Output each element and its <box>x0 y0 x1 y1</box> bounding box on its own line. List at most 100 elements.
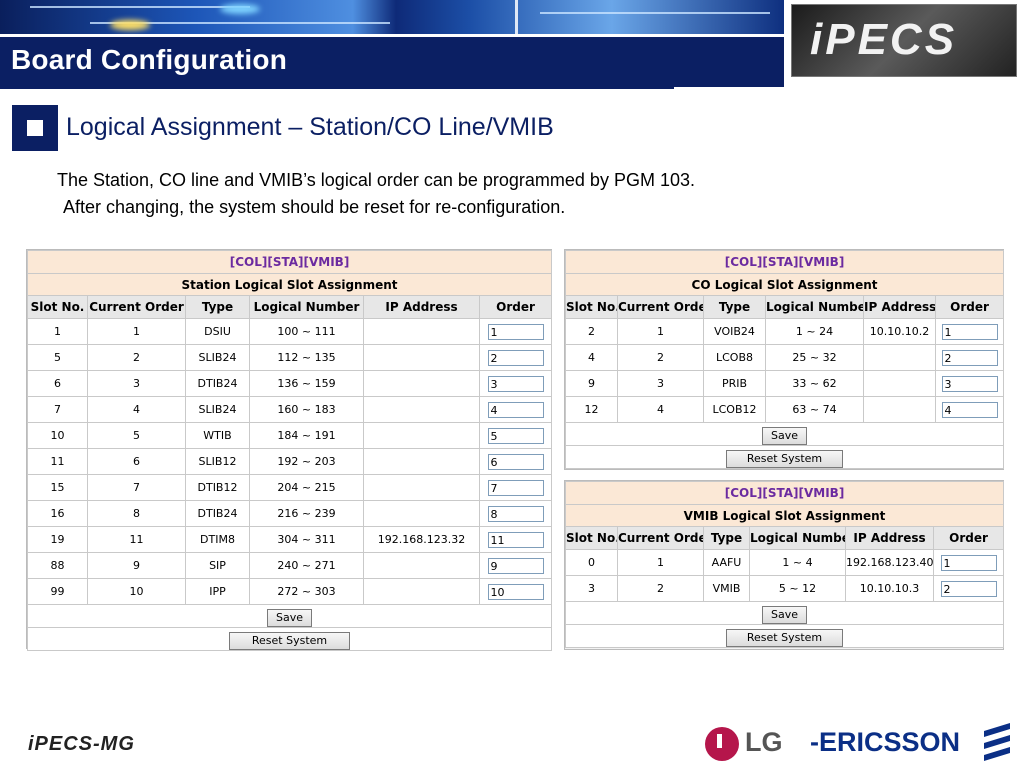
order-input[interactable]: 2 <box>487 349 544 366</box>
current-order-cell: 4 <box>617 396 704 423</box>
order-input[interactable]: 4 <box>941 401 998 418</box>
order-input[interactable]: 5 <box>487 427 544 444</box>
logical-number-cell: 25 ~ 32 <box>765 344 864 371</box>
col-header-current-order: Current Order <box>617 295 704 319</box>
type-cell: SLIB12 <box>185 448 250 475</box>
order-input[interactable]: 3 <box>941 375 998 392</box>
order-input[interactable]: 7 <box>487 479 544 496</box>
order-cell: 1 <box>934 318 1005 345</box>
slot-no-cell: 15 <box>27 474 88 501</box>
type-cell: SLIB24 <box>185 344 250 371</box>
ip-address-cell: 192.168.123.40 <box>845 549 934 576</box>
lg-logo-icon <box>705 727 739 761</box>
slot-no-cell: 5 <box>27 344 88 371</box>
type-cell: WTIB <box>185 422 250 449</box>
slot-no-cell: 16 <box>27 500 88 527</box>
station-table-title: Station Logical Slot Assignment <box>26 273 553 296</box>
type-cell: DTIB24 <box>185 500 250 527</box>
vmib-slot-table: [COL][STA][VMIB] VMIB Logical Slot Assig… <box>564 481 1005 648</box>
order-cell: 2 <box>478 344 553 371</box>
ip-address-cell <box>363 474 480 501</box>
slot-no-cell: 7 <box>27 396 88 423</box>
order-input[interactable]: 2 <box>940 580 997 597</box>
table-row: 16 8 DTIB24 216 ~ 239 8 <box>27 500 553 527</box>
lg-logo-text: LG <box>745 727 783 757</box>
co-tab-links[interactable]: [COL][STA][VMIB] <box>564 250 1005 274</box>
vmib-table-title: VMIB Logical Slot Assignment <box>564 504 1005 527</box>
slot-no-cell: 11 <box>27 448 88 475</box>
col-header-logical-number: Logical Number <box>765 295 864 319</box>
current-order-cell: 1 <box>617 549 704 576</box>
logical-number-cell: 304 ~ 311 <box>249 526 364 553</box>
title-underline <box>0 87 674 89</box>
order-input[interactable]: 3 <box>487 375 544 392</box>
vmib-reset-system-button[interactable]: Reset System <box>725 628 844 647</box>
slot-no-cell: 9 <box>565 370 618 397</box>
ipecs-logo: iPECS <box>786 0 1020 80</box>
type-cell: DTIB12 <box>185 474 250 501</box>
table-row: 9 3 PRIB 33 ~ 62 3 <box>565 370 1005 397</box>
vmib-tab-links[interactable]: [COL][STA][VMIB] <box>564 481 1005 505</box>
slot-no-cell: 4 <box>565 344 618 371</box>
order-input[interactable]: 9 <box>487 557 544 574</box>
station-slot-panel: [COL][STA][VMIB] Station Logical Slot As… <box>26 249 553 651</box>
logical-number-cell: 1 ~ 4 <box>749 549 846 576</box>
current-order-cell: 7 <box>87 474 186 501</box>
station-tab-links[interactable]: [COL][STA][VMIB] <box>26 250 553 274</box>
slot-no-cell: 1 <box>27 318 88 345</box>
type-cell: AAFU <box>703 549 750 576</box>
order-input[interactable]: 1 <box>487 323 544 340</box>
order-input[interactable]: 4 <box>487 401 544 418</box>
slot-no-cell: 0 <box>565 549 618 576</box>
co-table-title: CO Logical Slot Assignment <box>564 273 1005 296</box>
slot-no-cell: 88 <box>27 552 88 579</box>
current-order-cell: 1 <box>87 318 186 345</box>
station-reset-system-button[interactable]: Reset System <box>228 631 351 650</box>
co-reset-system-button[interactable]: Reset System <box>725 449 844 468</box>
order-input[interactable]: 6 <box>487 453 544 470</box>
table-row: 19 11 DTIM8 304 ~ 311 192.168.123.32 11 <box>27 526 553 553</box>
order-cell: 11 <box>478 526 553 553</box>
slot-no-cell: 12 <box>565 396 618 423</box>
station-save-button[interactable]: Save <box>267 608 313 627</box>
ip-address-cell <box>363 552 480 579</box>
slot-no-cell: 6 <box>27 370 88 397</box>
order-cell: 2 <box>934 344 1005 371</box>
type-cell: SIP <box>185 552 250 579</box>
col-header-ip-address: IP Address <box>363 295 480 319</box>
type-cell: DTIM8 <box>185 526 250 553</box>
logical-number-cell: 160 ~ 183 <box>249 396 364 423</box>
order-input[interactable]: 1 <box>940 554 997 571</box>
vmib-save-button[interactable]: Save <box>762 605 808 624</box>
ip-address-cell: 192.168.123.32 <box>363 526 480 553</box>
order-cell: 8 <box>478 500 553 527</box>
logical-number-cell: 136 ~ 159 <box>249 370 364 397</box>
col-header-slot-no: Slot No. <box>565 526 618 550</box>
slot-no-cell: 3 <box>565 575 618 602</box>
order-input[interactable]: 1 <box>941 323 998 340</box>
ericsson-logo-text: -ERICSSON <box>810 727 961 757</box>
order-input[interactable]: 2 <box>941 349 998 366</box>
logical-number-cell: 112 ~ 135 <box>249 344 364 371</box>
order-input[interactable]: 8 <box>487 505 544 522</box>
current-order-cell: 2 <box>617 575 704 602</box>
slot-no-cell: 99 <box>27 578 88 605</box>
co-save-button[interactable]: Save <box>762 426 808 445</box>
table-row: 12 4 LCOB12 63 ~ 74 4 <box>565 396 1005 423</box>
ip-address-cell <box>363 422 480 449</box>
order-input[interactable]: 11 <box>487 531 544 548</box>
logical-number-cell: 100 ~ 111 <box>249 318 364 345</box>
current-order-cell: 2 <box>617 344 704 371</box>
col-header-slot-no: Slot No. <box>565 295 618 319</box>
table-row: 11 6 SLIB12 192 ~ 203 6 <box>27 448 553 475</box>
order-cell: 5 <box>478 422 553 449</box>
ip-address-cell <box>363 344 480 371</box>
logical-number-cell: 216 ~ 239 <box>249 500 364 527</box>
order-input[interactable]: 10 <box>487 583 544 600</box>
description-line-2: After changing, the system should be res… <box>63 197 566 217</box>
square-bullet-icon <box>12 105 58 151</box>
type-cell: PRIB <box>703 370 766 397</box>
col-header-current-order: Current Order <box>87 295 186 319</box>
col-header-current-order: Current Order <box>617 526 704 550</box>
logical-number-cell: 240 ~ 271 <box>249 552 364 579</box>
